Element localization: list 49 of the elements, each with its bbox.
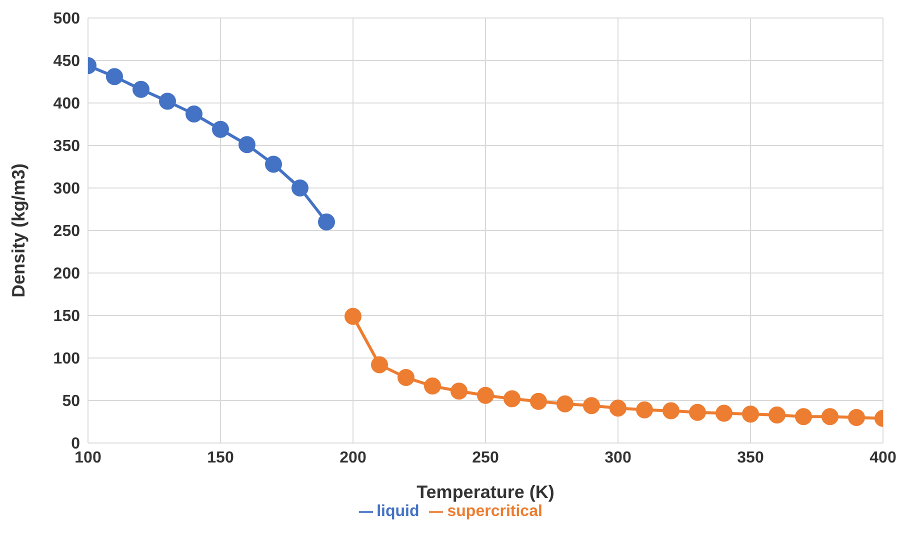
point — [610, 400, 626, 417]
y-tick-label: 250 — [53, 223, 80, 240]
x-tick-label: 300 — [604, 449, 632, 466]
x-tick-label: 150 — [207, 449, 234, 466]
point — [795, 408, 812, 426]
x-tick-label: 350 — [737, 449, 764, 466]
point — [742, 406, 759, 423]
point — [212, 120, 229, 138]
point — [583, 397, 600, 414]
point — [132, 80, 150, 98]
point — [450, 382, 468, 400]
point — [292, 180, 308, 196]
y-tick-label: 400 — [53, 96, 80, 113]
point — [822, 408, 838, 426]
point — [689, 404, 706, 421]
point — [159, 92, 176, 110]
point — [716, 404, 732, 422]
point — [662, 402, 680, 420]
y-tick-label: 150 — [53, 308, 80, 326]
point — [504, 390, 520, 408]
y-axis-title: Density (kg/m3) — [8, 163, 28, 298]
point — [477, 386, 494, 404]
point — [238, 136, 256, 154]
y-tick-label: 50 — [62, 393, 80, 410]
y-tick-label: 500 — [53, 10, 80, 28]
y-tick-label: 200 — [53, 266, 80, 283]
y-tick-label: 350 — [53, 138, 80, 156]
point — [848, 409, 865, 426]
point — [636, 401, 653, 418]
y-tick-label: 450 — [53, 53, 80, 70]
point — [530, 392, 547, 410]
y-tick-label: 300 — [53, 180, 80, 198]
point — [186, 106, 202, 123]
point — [424, 378, 441, 395]
x-tick-label: 400 — [870, 449, 896, 466]
point — [318, 214, 335, 230]
x-axis-title: Temperature (K) — [416, 482, 554, 502]
y-tick-label: 100 — [53, 350, 80, 368]
point — [344, 308, 362, 325]
point — [106, 68, 123, 86]
legend-label: supercritical — [447, 503, 542, 520]
x-tick-label: 200 — [340, 449, 366, 466]
point — [371, 356, 388, 374]
point — [398, 369, 414, 386]
point — [768, 406, 786, 424]
x-tick-label: 250 — [472, 449, 499, 466]
point — [265, 156, 282, 173]
point — [556, 395, 574, 412]
legend-label: liquid — [376, 503, 420, 520]
